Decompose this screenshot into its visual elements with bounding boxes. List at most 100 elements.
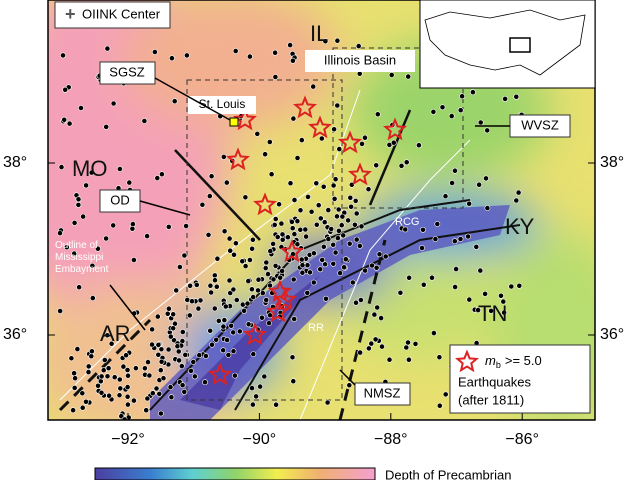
earthquake xyxy=(141,118,148,124)
earthquake xyxy=(357,297,364,303)
earthquake xyxy=(249,401,256,408)
earthquake xyxy=(500,298,507,305)
earthquake xyxy=(149,390,156,397)
earthquake xyxy=(72,375,78,382)
arrows xyxy=(109,77,510,386)
earthquake xyxy=(294,155,301,161)
earthquake xyxy=(322,38,329,45)
zone-label: NMSZ xyxy=(364,385,401,400)
city-marker xyxy=(229,117,239,127)
earthquake xyxy=(261,373,268,380)
earthquake xyxy=(83,398,89,405)
earthquake xyxy=(255,287,261,294)
earthquake xyxy=(89,295,96,301)
earthquake xyxy=(78,105,84,111)
earthquake xyxy=(248,286,255,293)
y-tick-label: 38° xyxy=(3,154,27,171)
earthquake xyxy=(110,222,117,229)
earthquake xyxy=(220,323,227,330)
earthquake xyxy=(290,115,297,122)
earthquake xyxy=(230,329,237,336)
earthquake xyxy=(276,201,282,208)
earthquake xyxy=(232,240,239,247)
earthquake xyxy=(270,276,277,283)
earthquake xyxy=(215,317,222,324)
earthquake xyxy=(212,277,218,284)
earthquake xyxy=(179,329,186,335)
earthquake xyxy=(297,226,304,233)
earthquake xyxy=(165,346,172,353)
earthquake xyxy=(420,226,426,233)
earthquake xyxy=(262,265,269,271)
earthquake xyxy=(227,290,234,296)
large-earthquake xyxy=(208,362,232,386)
earthquake xyxy=(85,363,92,370)
earthquake xyxy=(249,236,256,243)
earthquake-dots xyxy=(57,37,529,420)
earthquake xyxy=(291,231,298,237)
earthquake xyxy=(279,236,286,243)
earthquake xyxy=(105,365,112,372)
earthquake xyxy=(272,74,279,80)
earthquake xyxy=(116,376,123,383)
earthquake xyxy=(305,193,311,200)
x-tick-label: −90° xyxy=(243,431,277,448)
earthquake xyxy=(245,278,252,284)
earthquake xyxy=(318,135,325,142)
large-earthquake xyxy=(273,287,297,311)
earthquake xyxy=(476,181,482,188)
earthquake xyxy=(153,385,160,392)
earthquake xyxy=(125,372,131,379)
earthquake xyxy=(95,382,101,389)
earthquake xyxy=(266,139,273,145)
label-box xyxy=(188,96,256,114)
earthquake xyxy=(332,249,339,256)
earthquake xyxy=(323,295,329,302)
earthquake xyxy=(70,407,76,414)
earthquake xyxy=(501,309,507,316)
earthquake xyxy=(88,169,95,176)
earthquake xyxy=(231,251,237,258)
earthquake xyxy=(88,353,95,360)
earthquake xyxy=(398,162,405,169)
earthquake xyxy=(291,197,298,203)
earthquake xyxy=(346,382,353,389)
earthquake xyxy=(196,352,203,359)
earthquake xyxy=(66,120,73,127)
earthquake xyxy=(254,130,261,137)
earthquake xyxy=(174,343,181,350)
earthquake xyxy=(130,397,137,404)
earthquake xyxy=(173,287,180,294)
earthquake xyxy=(315,202,322,209)
earthquake xyxy=(335,227,342,234)
earthquake xyxy=(284,234,291,241)
earthquake xyxy=(270,240,276,247)
earthquake xyxy=(259,314,265,321)
earthquake xyxy=(330,241,337,248)
earthquake xyxy=(365,345,372,352)
earthquake xyxy=(355,43,362,49)
earthquake xyxy=(412,340,419,347)
earthquake xyxy=(222,303,229,310)
earthquake xyxy=(372,336,379,343)
earthquake xyxy=(516,282,523,289)
earthquake xyxy=(278,220,285,227)
earthquake xyxy=(308,208,315,215)
earthquake xyxy=(104,45,111,52)
earthquake xyxy=(451,238,458,245)
earthquake xyxy=(382,253,389,260)
earthquake xyxy=(230,286,237,293)
earthquake xyxy=(181,388,188,395)
large-earthquake xyxy=(338,130,362,154)
earthquake xyxy=(319,256,326,263)
earthquake xyxy=(353,236,360,243)
earthquake xyxy=(58,164,65,170)
legend-title: mb >= 5.0 xyxy=(485,353,542,370)
earthquake xyxy=(242,194,249,201)
earthquake xyxy=(358,223,365,230)
earthquake xyxy=(406,274,412,281)
earthquake xyxy=(100,367,107,374)
earthquake xyxy=(390,139,397,146)
earthquake xyxy=(289,57,296,64)
